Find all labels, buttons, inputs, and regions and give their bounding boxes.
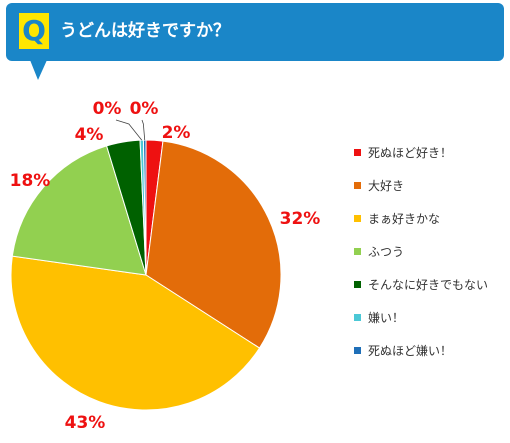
legend-swatch: [354, 215, 361, 222]
pie-slice: [11, 145, 147, 276]
legend-label: 死ぬほど嫌い！: [368, 344, 453, 358]
legend-swatch: [354, 182, 361, 189]
data-label: 4%: [75, 125, 104, 145]
legend-item: 死ぬほど好き！: [354, 143, 504, 162]
legend-item: そんなに好きでもない: [354, 275, 504, 294]
question-text: うどんは好きですか？: [60, 21, 230, 41]
speech-bubble-tail: [30, 60, 47, 80]
legend-item: 大好き: [354, 176, 504, 195]
data-label: 32%: [280, 209, 321, 229]
data-label: 2%: [162, 123, 191, 143]
question-header: [6, 3, 504, 61]
legend-swatch: [354, 314, 361, 321]
leader-line: [115, 119, 143, 141]
legend-swatch: [354, 149, 361, 156]
chart-legend: 死ぬほど好き！ 大好きまぁ好きかな ふつうそんなに好きでもない 嫌い！ 死ぬほど嫌い！: [354, 143, 504, 374]
legend-label: まぁ好きかな: [368, 212, 441, 226]
legend-label: そんなに好きでもない: [368, 278, 489, 292]
legend-item: 嫌い！: [354, 308, 504, 327]
q-mark-icon: Q: [19, 13, 49, 49]
legend-swatch: [354, 248, 361, 255]
legend-swatch: [354, 281, 361, 288]
leader-line: [141, 119, 146, 141]
pie-slice: [10, 255, 261, 411]
legend-item: 死ぬほど嫌い！: [354, 341, 504, 360]
legend-label: 嫌い！: [368, 311, 405, 325]
data-label: 43%: [65, 413, 106, 433]
legend-label: 大好き: [368, 179, 405, 193]
legend-item: まぁ好きかな: [354, 209, 504, 228]
legend-swatch: [354, 347, 361, 354]
legend-label: 死ぬほど好き！: [368, 146, 453, 160]
legend-item: ふつう: [354, 242, 504, 261]
legend-label: ふつう: [368, 245, 405, 259]
data-label: 0%: [130, 99, 159, 119]
data-label: 18%: [10, 171, 51, 191]
data-label: 0%: [93, 99, 122, 119]
